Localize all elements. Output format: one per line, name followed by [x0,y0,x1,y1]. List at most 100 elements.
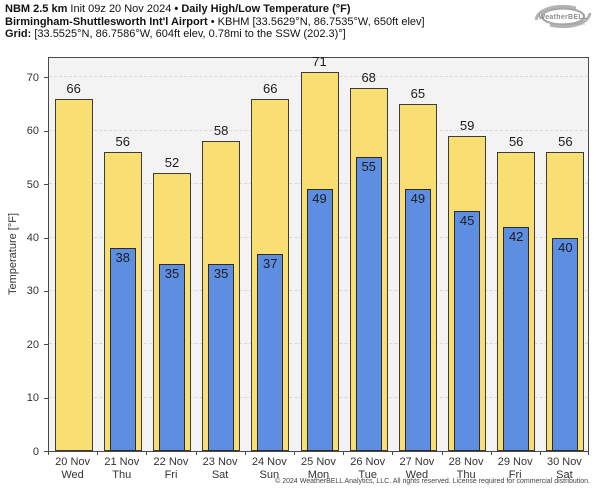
x-tick-date: 26 Nov [350,456,386,468]
x-tick-label: 22 Nov Fri [146,456,195,481]
high-value-label: 66 [263,80,278,96]
x-boundary-tick [441,452,443,455]
y-tick-label: 40 [26,232,39,244]
x-tick-date: 22 Nov [153,456,189,468]
y-tick-label: 50 [26,178,39,191]
y-tick-mark [44,237,48,239]
low-bar [503,226,530,451]
high-value-label: 71 [312,54,327,69]
x-tick-weekday: Thu [456,468,476,481]
station-coords: KBHM [33.5629°N, 86.7535°W, 650ft elev] [217,15,425,28]
y-tick-mark [44,451,48,452]
high-value-label: 56 [508,134,524,150]
x-boundary-ticks [48,452,589,456]
y-tick-label: 30 [26,285,39,298]
x-boundary-tick [244,452,246,455]
x-tick-label: 21 Nov Thu [97,456,146,481]
plot-area: 66 56 38 52 35 58 35 66 37 71 49 68 55 65 49 59 45 56 42 56… [48,54,589,452]
x-tick-date: 27 Nov [399,456,435,468]
low-bar [454,210,480,451]
low-value-label: 49 [410,191,426,207]
low-value-label: 37 [263,255,278,271]
x-tick-label: 29 Nov Fri [491,456,540,481]
x-tick-label: 20 Nov Wed [48,456,97,481]
x-boundary-tick [490,452,492,455]
high-value-label: 68 [361,70,376,85]
x-tick-date: 25 Nov [301,456,336,468]
x-tick-label: 30 Nov Sat [540,456,589,481]
y-tick-mark [44,397,48,399]
x-tick-weekday: Wed [61,468,84,481]
x-tick-date: 24 Nov [251,456,287,468]
x-boundary-tick [293,452,295,455]
high-value-label: 59 [459,118,475,134]
high-value-label: 58 [213,123,229,139]
high-bar [54,98,93,451]
low-bar [552,237,579,451]
y-tick-label: 0 [32,445,39,458]
x-tick-weekday: Sun [259,468,280,481]
model-name: NBM 2.5 km [5,3,68,15]
low-value-label: 35 [164,266,180,282]
x-tick-date: 28 Nov [448,456,484,468]
grid-coords: [33.5525°N, 86.7586°W, 604ft elev, 0.78m… [34,28,346,41]
x-tick-label: 28 Nov Thu [442,456,491,481]
x-tick-weekday: Fri [164,468,178,481]
low-bar [355,157,382,451]
low-value-label: 49 [312,191,327,207]
chart-title-line2: Birmingham-Shuttlesworth Int'l Airport •… [5,16,425,29]
chart-title-line1: NBM 2.5 km Init 09z 20 Nov 2024 • Daily … [5,3,425,16]
x-axis-labels: 20 Nov Wed 21 Nov Thu 22 Nov Fri 23 Nov Sat 24 N… [48,456,589,483]
low-bar [159,264,185,451]
station-name: Birmingham-Shuttlesworth Int'l Airport [5,15,208,28]
y-tick-mark [44,130,48,132]
station-separator: • [210,15,215,28]
x-tick-label: 23 Nov Sat [196,456,245,481]
x-boundary-tick [392,452,394,455]
x-boundary-tick [48,452,49,455]
high-value-label: 56 [115,134,131,150]
x-tick-label: 26 Nov Tue [343,456,392,481]
low-value-label: 40 [558,239,573,255]
x-boundary-tick [97,452,99,455]
x-tick-date: 29 Nov [497,456,533,468]
high-value-label: 65 [410,86,426,101]
low-bar [109,248,136,451]
x-tick-date: 20 Nov [55,456,91,468]
x-boundary-tick [146,452,148,455]
x-tick-weekday: Sat [211,468,229,481]
title-separator: • [174,3,179,15]
y-tick-label: 60 [26,125,39,138]
low-bar [257,253,284,451]
x-tick-date: 23 Nov [202,456,238,468]
parameter-name: Daily High/Low Temperature (°F) [181,3,351,15]
y-tick-label: 10 [26,392,39,405]
y-tick-label: 70 [26,71,39,84]
weatherbell-logo: WeatherBELL Analytics LLC [531,3,595,30]
low-bar [208,264,235,451]
x-tick-date: 21 Nov [104,456,140,468]
y-tick-mark [44,184,48,186]
x-tick-label: 24 Nov Sun [245,456,294,481]
copyright-text: © 2024 WeatherBELL Analytics, LLC. All r… [275,478,590,485]
low-bar [404,189,431,451]
x-boundary-tick [539,452,541,455]
x-tick-weekday: Thu [112,468,132,481]
x-tick-label: 25 Nov Mon [294,456,343,481]
x-tick-date: 30 Nov [546,456,582,468]
x-boundary-tick [195,452,197,455]
x-tick-weekday: Tue [358,468,377,481]
low-value-label: 45 [459,212,475,228]
bars-layer: 66 56 38 52 35 58 35 66 37 71 49 68 55 65 49 59 45 56 42 56… [49,54,588,451]
chart-header: NBM 2.5 km Init 09z 20 Nov 2024 • Daily … [5,3,425,41]
y-tick-label: 20 [26,338,39,351]
high-value-label: 66 [66,80,81,96]
low-value-label: 42 [508,228,524,244]
x-tick-weekday: Fri [508,468,522,481]
swirl-icon: WeatherBELL Analytics LLC [534,5,592,28]
logo-brand-text: WeatherBELL [538,14,587,21]
y-tick-mark [44,77,48,79]
x-boundary-tick [588,452,589,455]
x-boundary-tick [343,452,345,455]
